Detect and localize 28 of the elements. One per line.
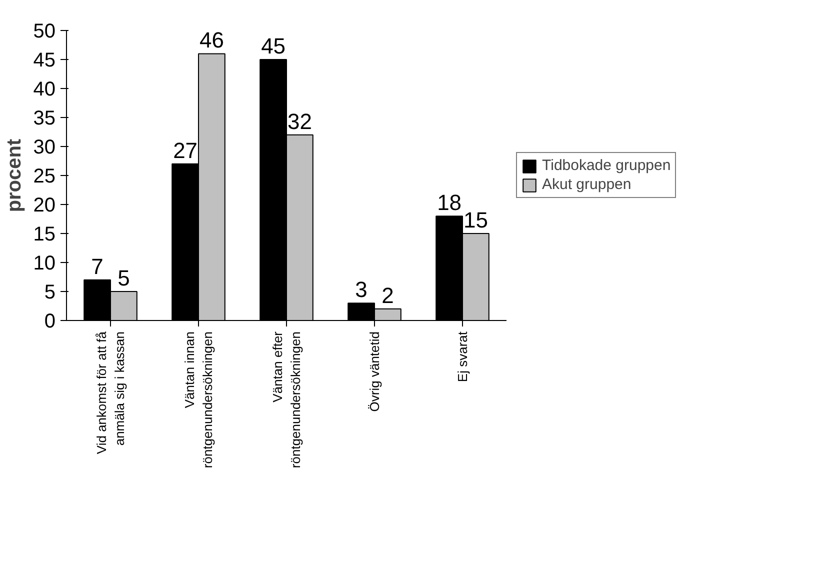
y-axis-title: procent bbox=[3, 138, 26, 212]
data-label: 32 bbox=[287, 108, 312, 134]
y-tick-label: 0 bbox=[44, 310, 56, 332]
legend-label: Tidbokade gruppen bbox=[542, 157, 671, 174]
x-tick-label: Ej svarat bbox=[455, 331, 470, 382]
data-label: 18 bbox=[437, 190, 462, 216]
y-tick-label: 5 bbox=[44, 282, 56, 304]
y-tick-label: 50 bbox=[33, 20, 56, 42]
x-tick-label: Vid ankomst för att få anmäla sig i kassan bbox=[94, 330, 127, 454]
data-label: 2 bbox=[382, 282, 394, 308]
y-tick-label: 15 bbox=[33, 224, 56, 246]
legend-label: Akut gruppen bbox=[542, 176, 632, 193]
y-tick-label: 40 bbox=[33, 78, 56, 100]
data-label: 3 bbox=[355, 277, 368, 302]
x-tick-label: Övrig väntetid bbox=[367, 332, 382, 412]
data-label: 5 bbox=[118, 266, 130, 290]
y-tick-label: 10 bbox=[33, 252, 56, 274]
data-label: 15 bbox=[463, 208, 488, 232]
y-tick-label: 20 bbox=[33, 194, 56, 216]
y-tick-label: 25 bbox=[33, 166, 56, 188]
x-tick-label: Väntan innan röntgenundersökningen bbox=[182, 332, 215, 468]
y-tick-label: 30 bbox=[33, 136, 56, 158]
data-label: 45 bbox=[261, 34, 286, 58]
data-label: 46 bbox=[199, 28, 224, 53]
data-label: 7 bbox=[91, 254, 104, 279]
y-tick-label: 45 bbox=[33, 50, 56, 72]
data-label: 27 bbox=[173, 138, 198, 163]
y-tick-label: 35 bbox=[33, 108, 56, 130]
